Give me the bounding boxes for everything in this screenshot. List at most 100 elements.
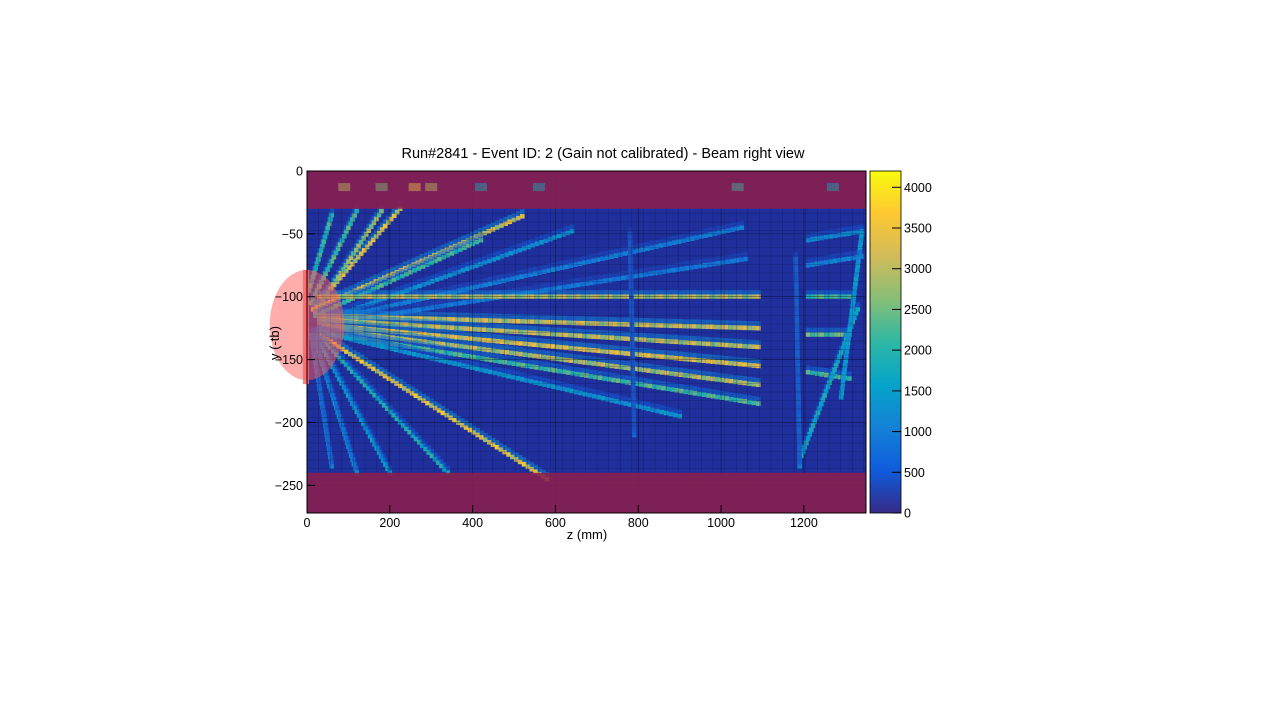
track-cell — [448, 302, 453, 307]
track-halo-cell — [630, 345, 635, 351]
track-halo-cell — [449, 320, 455, 326]
track-cell — [719, 377, 725, 383]
track-halo-cell — [517, 455, 523, 460]
track-halo-cell — [348, 285, 354, 291]
track-cell — [842, 341, 847, 347]
track-halo-cell — [697, 387, 702, 392]
track-cell — [350, 217, 355, 222]
track-halo-cell — [384, 340, 390, 346]
track-halo-cell — [407, 346, 412, 351]
track-cell — [645, 322, 650, 328]
track-halo-cell — [487, 254, 492, 259]
track-cell — [321, 239, 327, 244]
track-cell — [636, 404, 642, 409]
track-cell — [832, 233, 838, 239]
track-halo-cell — [408, 326, 414, 331]
track-halo-cell — [550, 351, 555, 356]
track-halo-cell — [421, 342, 426, 347]
track-cell — [376, 212, 382, 218]
track-cell — [650, 338, 656, 343]
track-halo-cell — [796, 422, 802, 428]
track-halo-cell — [586, 254, 592, 260]
track-halo-cell — [823, 255, 829, 261]
track-halo-cell — [371, 282, 376, 287]
track-halo-cell — [492, 275, 497, 281]
track-halo-cell — [426, 335, 432, 340]
track-halo-cell — [679, 384, 684, 389]
track-cell — [525, 363, 530, 369]
track-cell — [398, 301, 403, 307]
track-halo-cell — [516, 287, 522, 292]
track-halo-cell — [416, 348, 421, 353]
track-halo-cell — [728, 356, 734, 361]
x-axis-label: z (mm) — [567, 527, 607, 542]
track-halo-cell — [376, 328, 382, 334]
track-cell — [423, 446, 428, 452]
track-cell — [655, 354, 661, 359]
track-halo-cell — [589, 289, 595, 295]
track-cell — [674, 388, 680, 393]
track-halo-cell — [630, 373, 636, 378]
track-halo-cell — [522, 336, 528, 342]
track-halo-cell — [710, 372, 715, 377]
track-cell — [500, 328, 505, 334]
track-halo-cell — [728, 338, 734, 343]
track-halo-cell — [425, 342, 431, 348]
track-cell — [475, 432, 480, 438]
track-halo-cell — [349, 320, 354, 326]
track-halo-cell — [793, 256, 798, 262]
track-halo-cell — [523, 268, 529, 274]
track-halo-cell — [663, 318, 669, 324]
track-cell — [573, 358, 578, 364]
track-cell — [400, 423, 406, 428]
track-cell — [545, 343, 551, 349]
track-halo-cell — [381, 289, 387, 295]
track-cell — [349, 261, 355, 267]
track-cell — [484, 296, 490, 302]
track-halo-cell — [472, 341, 478, 346]
track-halo-cell — [318, 386, 323, 392]
track-halo-cell — [591, 343, 596, 348]
track-halo-cell — [632, 332, 638, 337]
track-halo-cell — [388, 212, 394, 217]
track-halo-cell — [376, 208, 382, 213]
track-halo-cell — [547, 232, 553, 237]
track-cell — [618, 252, 623, 257]
track-halo-cell — [502, 355, 508, 360]
track-halo-cell — [486, 343, 491, 348]
track-halo-cell — [478, 278, 484, 284]
track-halo-cell — [743, 252, 749, 257]
track-halo-cell — [482, 226, 487, 231]
track-halo-cell — [545, 350, 551, 356]
track-halo-cell — [714, 372, 720, 378]
track-halo-cell — [391, 408, 396, 414]
track-halo-cell — [577, 342, 583, 347]
track-halo-cell — [363, 421, 368, 426]
track-cell — [648, 271, 653, 277]
track-halo-cell — [819, 367, 825, 372]
track-halo-cell — [756, 321, 761, 326]
track-cell — [550, 355, 555, 361]
track-halo-cell — [573, 328, 578, 334]
track-cell — [511, 217, 517, 223]
track-halo-cell — [640, 289, 646, 295]
track-cell — [859, 229, 865, 234]
y-tick-label: −250 — [275, 479, 303, 493]
track-halo-cell — [793, 265, 799, 271]
track-cell — [663, 410, 669, 416]
track-cell — [430, 348, 435, 353]
track-halo-cell — [728, 392, 734, 397]
track-cell — [331, 254, 337, 260]
track-cell — [841, 257, 847, 262]
track-halo-cell — [568, 353, 574, 359]
track-halo-cell — [496, 274, 502, 280]
track-halo-cell — [795, 367, 801, 372]
track-cell — [514, 457, 519, 462]
track-halo-cell — [618, 247, 623, 253]
track-halo-cell — [665, 381, 671, 387]
track-halo-cell — [367, 310, 373, 315]
track-cell — [371, 220, 377, 226]
track-cell — [463, 335, 468, 341]
track-halo-cell — [489, 353, 494, 358]
track-cell — [481, 327, 487, 332]
